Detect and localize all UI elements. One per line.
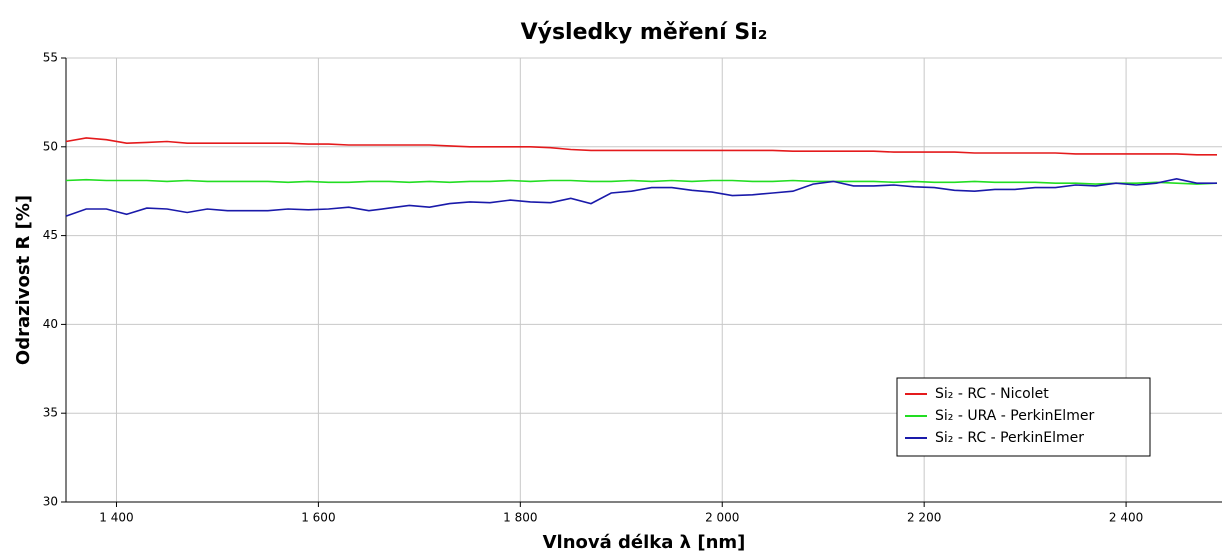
x-tick-label: 1 800 [503,511,537,525]
y-tick-label: 40 [43,317,58,331]
y-tick-label: 55 [43,51,58,65]
x-axis-label: Vlnová délka λ [nm] [543,532,746,553]
y-tick-label: 30 [43,495,58,509]
series-line [65,137,1217,156]
series-line [65,177,1217,217]
x-tick-label: 1 400 [99,511,133,525]
legend-label: Si₂ - URA - PerkinElmer [935,408,1094,424]
chart-title: Výsledky měření Si₂ [521,20,768,45]
y-axis-label: Odrazivost R [%] [13,195,34,365]
series-line [65,178,1218,185]
y-tick-label: 35 [43,406,58,420]
x-tick-label: 1 600 [301,511,335,525]
x-tick-label: 2 200 [907,511,941,525]
y-tick-label: 45 [43,228,58,242]
legend-box [896,377,1151,457]
x-tick-label: 2 000 [705,511,739,525]
legend-label: Si₂ - RC - Nicolet [935,386,1049,402]
legend-label: Si₂ - RC - PerkinElmer [935,430,1084,446]
x-tick-label: 2 400 [1109,511,1143,525]
y-tick-label: 50 [43,139,58,153]
